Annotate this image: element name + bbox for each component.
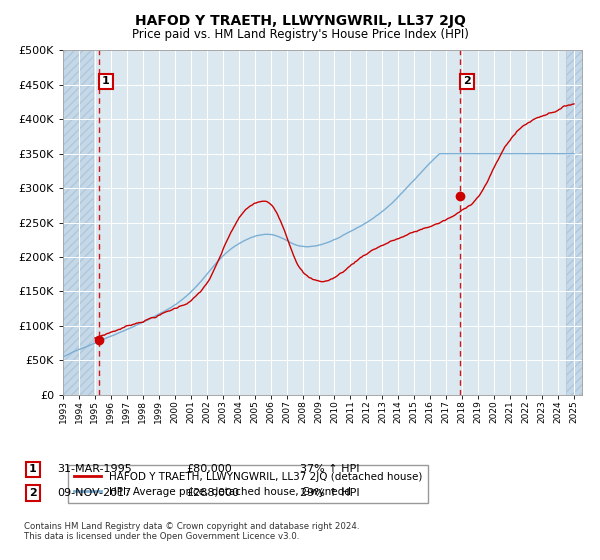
Text: HAFOD Y TRAETH, LLWYNGWRIL, LL37 2JQ: HAFOD Y TRAETH, LLWYNGWRIL, LL37 2JQ xyxy=(134,14,466,28)
Text: 1: 1 xyxy=(102,76,110,86)
Text: 31-MAR-1995: 31-MAR-1995 xyxy=(57,464,132,474)
Bar xyxy=(566,50,590,395)
Text: 1: 1 xyxy=(29,464,37,474)
Text: 2: 2 xyxy=(463,76,471,86)
Text: £288,000: £288,000 xyxy=(186,488,239,498)
Text: 2: 2 xyxy=(29,488,37,498)
Text: 09-NOV-2017: 09-NOV-2017 xyxy=(57,488,131,498)
Text: 37% ↑ HPI: 37% ↑ HPI xyxy=(300,464,359,474)
Text: £80,000: £80,000 xyxy=(186,464,232,474)
Text: Price paid vs. HM Land Registry's House Price Index (HPI): Price paid vs. HM Land Registry's House … xyxy=(131,28,469,41)
Text: 29% ↑ HPI: 29% ↑ HPI xyxy=(300,488,359,498)
Legend: HAFOD Y TRAETH, LLWYNGWRIL, LL37 2JQ (detached house), HPI: Average price, detac: HAFOD Y TRAETH, LLWYNGWRIL, LL37 2JQ (de… xyxy=(68,465,428,503)
Text: Contains HM Land Registry data © Crown copyright and database right 2024.
This d: Contains HM Land Registry data © Crown c… xyxy=(24,522,359,542)
Bar xyxy=(63,50,94,395)
